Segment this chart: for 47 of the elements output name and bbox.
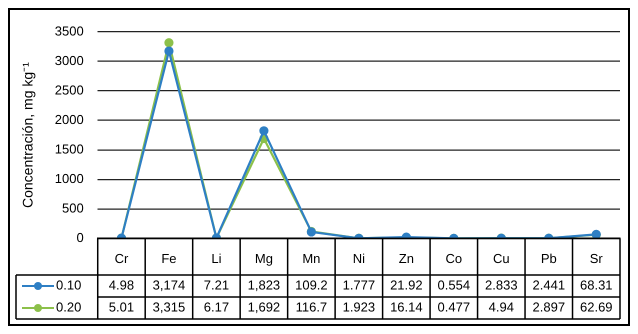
x-tick-label: Sr bbox=[590, 250, 604, 266]
data-label: 2.441 bbox=[532, 278, 566, 293]
x-tick-label: Pb bbox=[540, 250, 557, 266]
y-tick-label: 2500 bbox=[54, 82, 84, 98]
data-label: 68.31 bbox=[580, 278, 613, 293]
legend-label: 0.20 bbox=[56, 300, 82, 315]
point bbox=[164, 46, 174, 56]
data-label: 1,823 bbox=[248, 278, 280, 293]
x-tick-label: Mn bbox=[302, 250, 320, 266]
data-label: 116.7 bbox=[296, 300, 328, 315]
data-label: 2.897 bbox=[532, 300, 566, 315]
y-tick-label: 3000 bbox=[54, 52, 84, 68]
x-tick-label: Cu bbox=[492, 250, 510, 266]
y-tick-label: 0 bbox=[76, 230, 84, 245]
data-label: 2.833 bbox=[485, 278, 518, 293]
x-tick-label: Cr bbox=[114, 250, 129, 266]
data-label: 109.2 bbox=[295, 278, 328, 293]
y-tick-label: 3500 bbox=[54, 23, 84, 38]
data-label: 0.554 bbox=[438, 278, 470, 293]
y-tick-label: 1000 bbox=[54, 170, 84, 186]
data-label: 6.17 bbox=[204, 300, 230, 315]
data-label: 0.477 bbox=[438, 300, 470, 315]
x-tick-label: Zn bbox=[398, 250, 414, 266]
x-tick-label: Ni bbox=[352, 250, 366, 266]
legend-label: 0.10 bbox=[56, 278, 82, 293]
y-axis-title: Concentración, mg kg⁻¹ bbox=[19, 62, 36, 208]
x-tick-label: Mg bbox=[254, 250, 273, 266]
data-label: 4.94 bbox=[488, 300, 514, 315]
x-tick-label: Co bbox=[446, 250, 462, 266]
point bbox=[164, 38, 174, 48]
data-label: 3,174 bbox=[152, 278, 186, 293]
data-label: 1,692 bbox=[248, 300, 280, 315]
data-label: 1.923 bbox=[342, 300, 376, 315]
data-label: 21.92 bbox=[390, 278, 423, 293]
data-label: 62.69 bbox=[580, 300, 613, 315]
data-label: 7.21 bbox=[204, 278, 230, 293]
y-tick-label: 2000 bbox=[54, 112, 84, 127]
point bbox=[259, 126, 268, 136]
data-label: 1.777 bbox=[342, 278, 376, 293]
data-label: 4.98 bbox=[108, 278, 134, 293]
x-tick-label: Li bbox=[211, 250, 222, 266]
y-tick-label: 500 bbox=[62, 200, 84, 216]
data-label: 5.01 bbox=[108, 300, 134, 315]
y-tick-label: 1500 bbox=[54, 141, 84, 156]
data-label: 16.14 bbox=[390, 300, 423, 315]
data-label: 3,315 bbox=[152, 300, 186, 315]
x-tick-label: Fe bbox=[161, 250, 177, 266]
